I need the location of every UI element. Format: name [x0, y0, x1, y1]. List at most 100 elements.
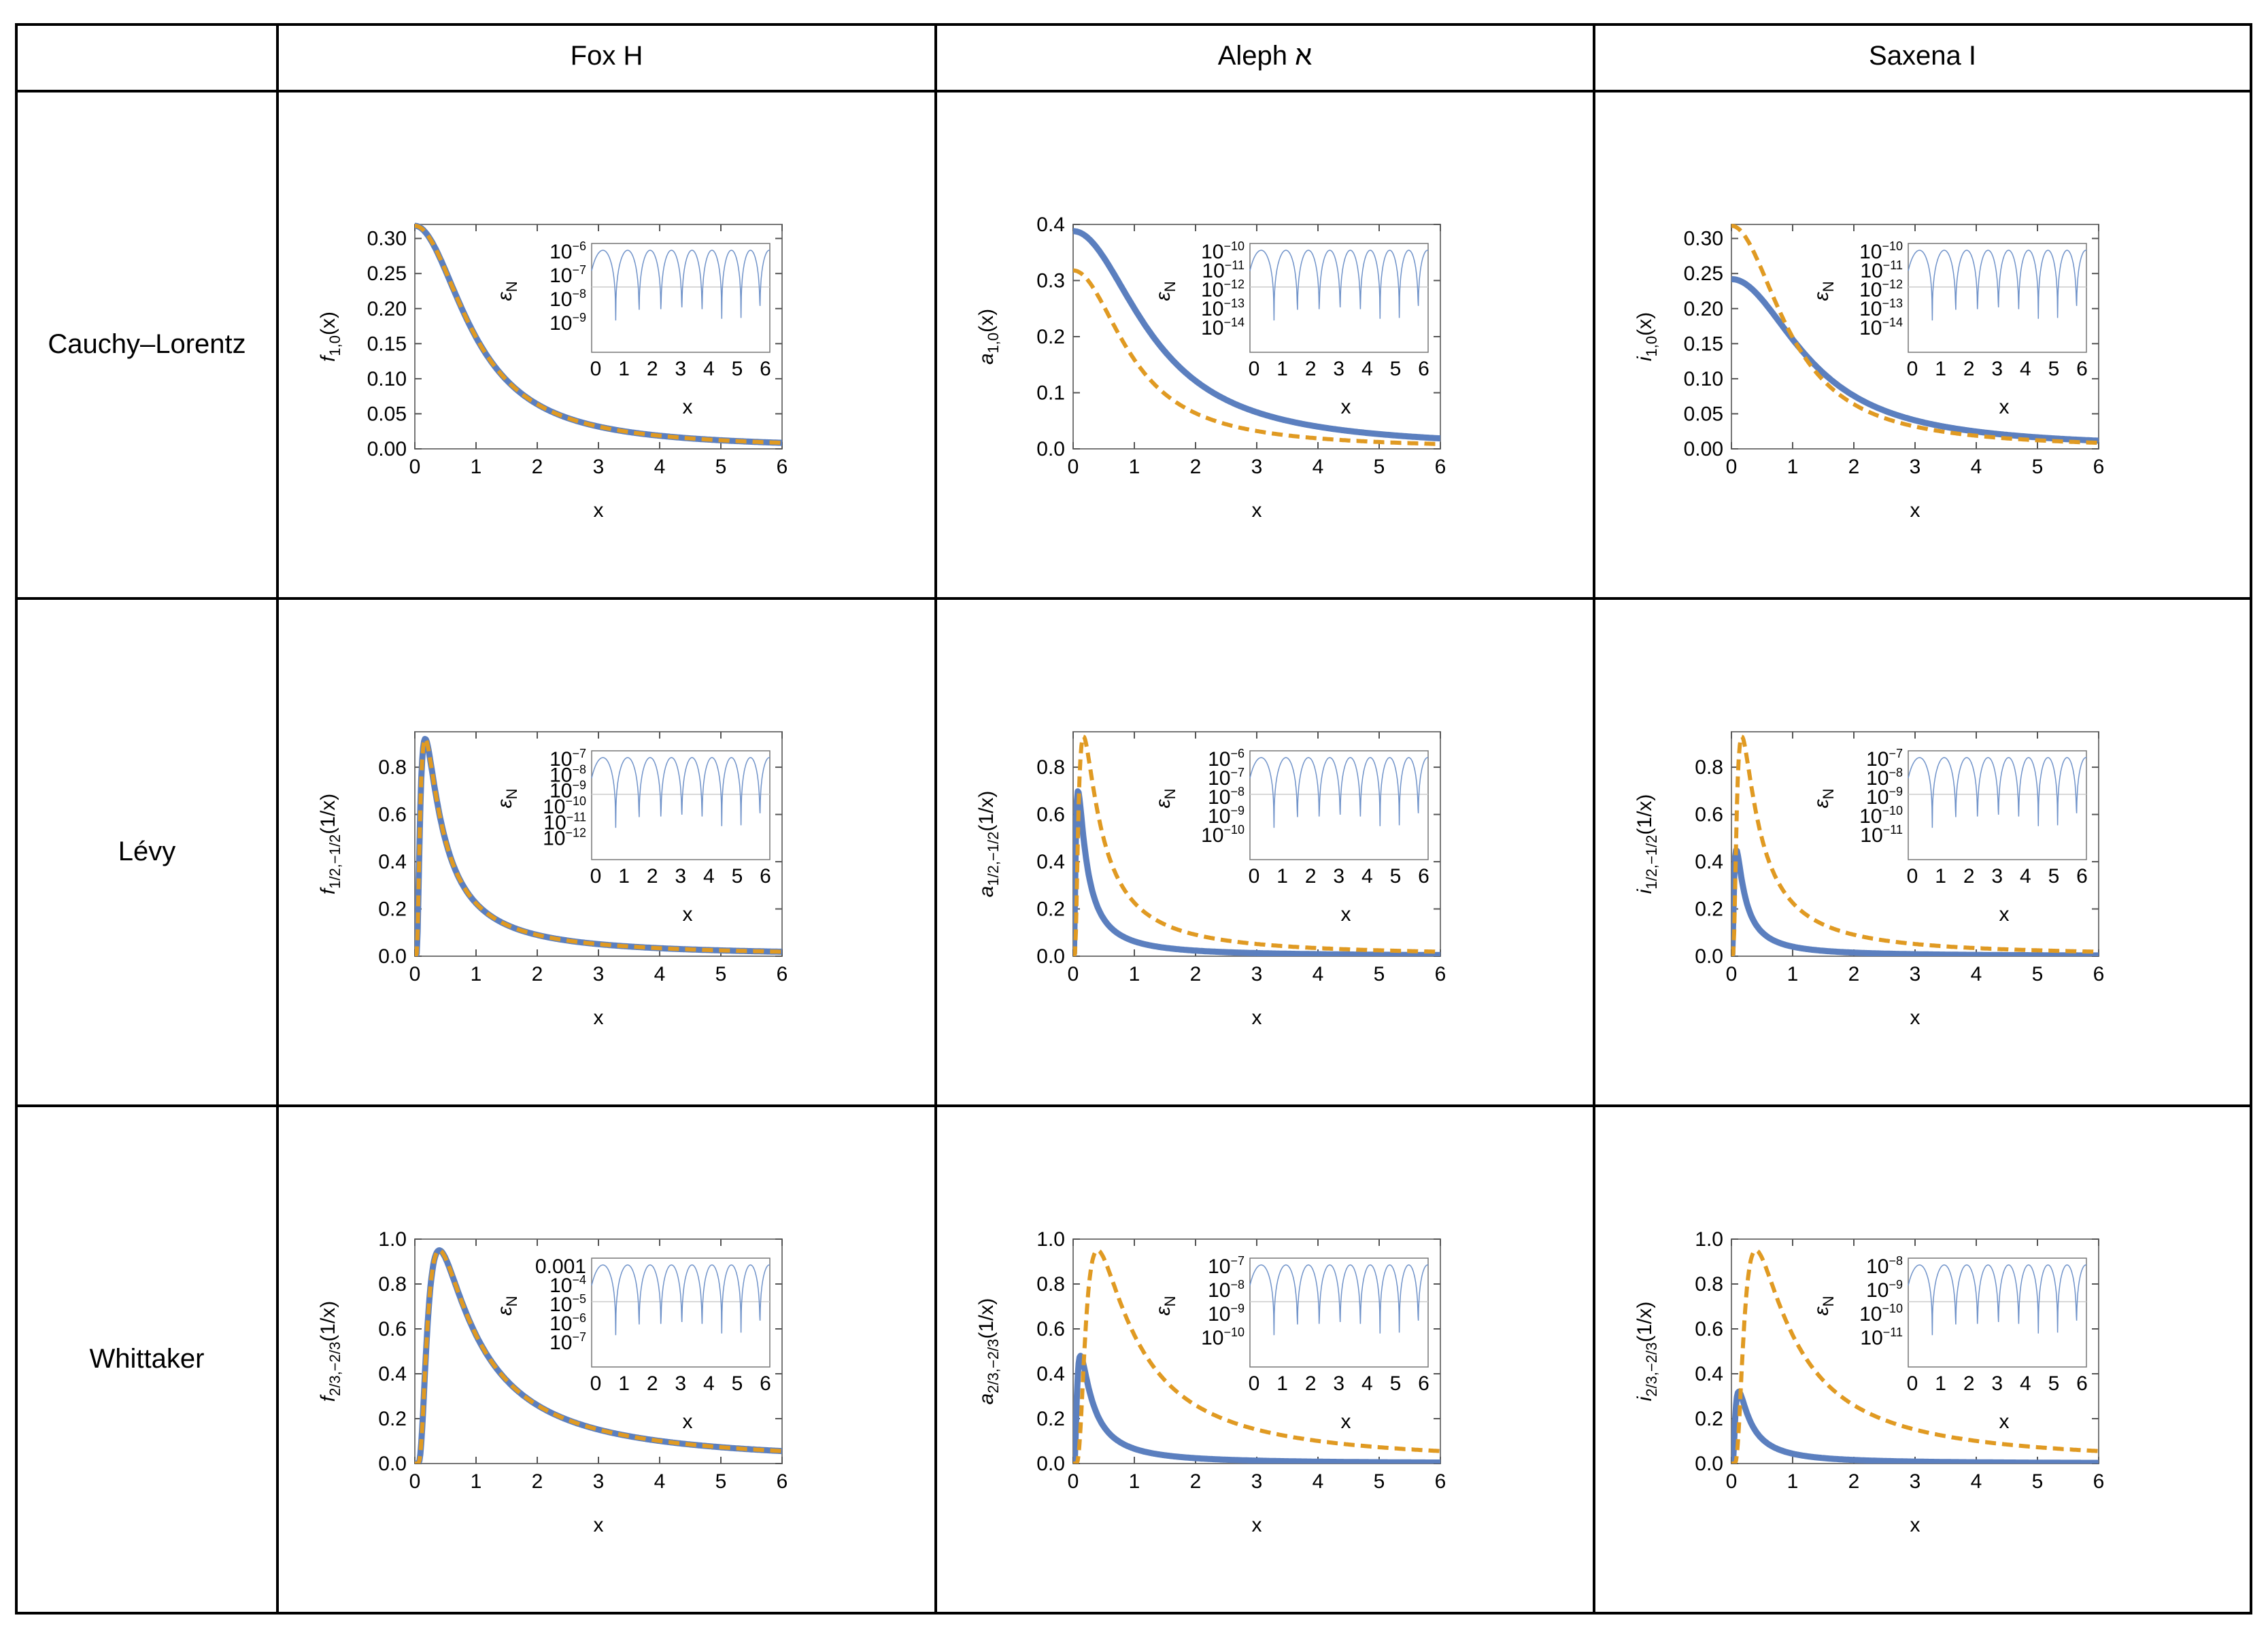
inset-y-tick-label: 10−10	[1859, 239, 1903, 263]
inset-y-label-sub: N	[1820, 281, 1837, 292]
inset-x-tick-label: 5	[2048, 865, 2060, 888]
y-tick-label: 1.0	[1695, 1228, 1723, 1251]
inset-y-axis-label: εN	[1152, 281, 1179, 301]
inset-error-line	[1908, 1264, 2087, 1336]
inset-y-tick-base: 10	[1208, 805, 1230, 828]
x-tick-label: 0	[1068, 1470, 1079, 1493]
inset-y-tick-label: 10−10	[1859, 1302, 1903, 1325]
inset-y-tick-label: 10−7	[549, 747, 586, 771]
x-axis-label: x	[1910, 499, 1920, 522]
inset-y-label-main: ε	[1810, 1306, 1833, 1316]
inset-x-tick-label: 5	[1390, 865, 1402, 888]
x-tick-label: 0	[1068, 963, 1079, 985]
inset-y-tick-exp: −10	[1223, 1325, 1245, 1339]
inset-x-tick-label: 1	[618, 865, 630, 888]
inset-y-tick-base: 10	[1859, 241, 1882, 263]
inset-y-label-sub: N	[503, 1296, 520, 1306]
inset-x-tick-label: 3	[1333, 865, 1344, 888]
x-tick-label: 5	[1374, 963, 1385, 985]
inset-y-axis-label: εN	[1810, 1296, 1837, 1315]
inset-x-tick-label: 6	[760, 1372, 771, 1395]
inset-y-tick-base: 10	[1201, 279, 1223, 301]
x-tick-label: 5	[715, 963, 727, 985]
inset-x-axis-label: x	[683, 903, 693, 926]
y-label-sub: 1/2,−1/2	[1643, 835, 1660, 890]
inset-y-tick-label: 10−6	[1208, 747, 1245, 771]
y-label-main: i	[1634, 356, 1656, 361]
x-tick-label: 4	[1971, 963, 1982, 985]
inset-y-tick-exp: −7	[572, 747, 586, 760]
inset-y-tick-exp: −10	[1223, 239, 1245, 253]
x-tick-label: 4	[1313, 963, 1324, 985]
y-tick-label: 0.0	[1036, 1453, 1065, 1475]
inset-y-label-sub: N	[1162, 1296, 1179, 1306]
y-tick-label: 0.2	[1695, 1408, 1723, 1430]
inset-y-tick-exp: −13	[1882, 297, 1903, 310]
inset-x-tick-label: 6	[2076, 358, 2088, 380]
y-tick-label: 0.20	[1684, 298, 1723, 320]
inset-y-tick-base: 10	[543, 828, 565, 850]
inset-frame	[1908, 750, 2087, 860]
inset-y-tick-base: 10	[1202, 260, 1224, 282]
y-label-main: i	[1634, 888, 1656, 894]
y-tick-label: 0.4	[1695, 851, 1723, 873]
inset-y-tick-exp: −8	[1889, 1254, 1903, 1268]
y-tick-label: 0.00	[367, 438, 407, 460]
inset-y-tick-label: 10−8	[1208, 785, 1245, 809]
x-tick-label: 1	[1787, 456, 1799, 478]
inset-y-tick-exp: −11	[1883, 823, 1903, 837]
inset-x-tick-label: 2	[647, 358, 658, 380]
inset-y-tick-base: 10	[1859, 298, 1882, 320]
chart-levy-aleph: 0 1 2 3 4 5 6 0.0 0.2 0.4 0.6 0.8 x a1/2,−1/2(1/x) 0 1 2…	[951, 711, 1481, 1041]
y-tick-label: 0.4	[378, 1363, 407, 1385]
inset-y-tick-label: 10−11	[1860, 1325, 1903, 1349]
inset-x-tick-label: 1	[1276, 358, 1288, 380]
dashed-series-line	[1073, 268, 1440, 446]
y-label-arg: (x)	[317, 311, 339, 335]
solid-series-line	[1731, 1388, 2099, 1464]
inset-x-tick-label: 0	[1249, 1372, 1260, 1395]
inset-y-tick-exp: −5	[572, 1292, 586, 1306]
inset-frame	[1249, 243, 1429, 353]
inset-x-tick-label: 3	[1333, 1372, 1344, 1395]
inset-x-tick-label: 2	[1305, 1372, 1317, 1395]
y-label-arg: (1/x)	[317, 794, 339, 834]
y-axis-label: a2/3,−2/3(1/x)	[975, 1298, 1002, 1405]
inset-y-tick-base: 10	[549, 780, 572, 802]
inset-x-tick-label: 3	[675, 865, 686, 888]
y-label-main: f	[317, 1394, 339, 1402]
y-tick-label: 0.2	[1036, 1408, 1065, 1430]
y-axis-label: f2/3,−2/3(1/x)	[317, 1301, 343, 1402]
x-tick-label: 3	[1910, 1470, 1921, 1493]
y-axis-label: a1,0(x)	[975, 309, 1002, 365]
inset-x-tick-label: 0	[1907, 1372, 1918, 1395]
inset-y-tick-exp: −13	[1223, 297, 1245, 310]
inset-y-label-sub: N	[1820, 1296, 1837, 1306]
inset-y-tick-exp: −10	[565, 794, 586, 808]
x-tick-label: 2	[1190, 963, 1202, 985]
inset-y-tick-base: 10	[1860, 824, 1882, 847]
inset-x-tick-label: 4	[2020, 865, 2031, 888]
x-tick-label: 6	[777, 963, 788, 985]
inset-error-line	[1249, 250, 1429, 321]
inset-x-tick-label: 3	[1991, 358, 2003, 380]
x-tick-label: 3	[1910, 456, 1921, 478]
inset-y-tick-label: 10−11	[543, 810, 586, 834]
inset-x-axis-label: x	[1999, 396, 2010, 418]
inset-y-tick-label: 10−7	[1208, 1254, 1245, 1278]
inset-x-tick-label: 1	[618, 358, 630, 380]
inset-x-tick-label: 6	[1418, 1372, 1429, 1395]
inset-y-axis-label: εN	[494, 788, 520, 808]
inset-y-label-sub: N	[503, 788, 520, 799]
x-tick-label: 0	[409, 1470, 421, 1493]
inset-y-label-main: ε	[1810, 292, 1833, 301]
inset-y-label-main: ε	[494, 1306, 516, 1316]
y-tick-label: 0.0	[1036, 438, 1065, 460]
x-tick-label: 1	[471, 456, 482, 478]
inset-y-tick-base: 10	[1201, 298, 1223, 320]
inset-y-tick-base: 10	[1208, 1255, 1230, 1278]
inset-x-tick-label: 6	[1418, 865, 1429, 888]
y-axis-label: i2/3,−2/3(1/x)	[1634, 1302, 1660, 1402]
